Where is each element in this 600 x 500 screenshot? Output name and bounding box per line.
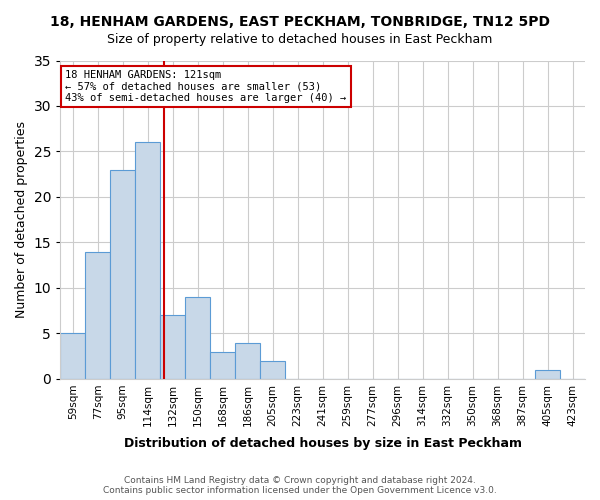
Bar	[60, 334, 85, 379]
Text: Contains HM Land Registry data © Crown copyright and database right 2024.
Contai: Contains HM Land Registry data © Crown c…	[103, 476, 497, 495]
Text: Size of property relative to detached houses in East Peckham: Size of property relative to detached ho…	[107, 32, 493, 46]
Bar	[185, 297, 210, 379]
Y-axis label: Number of detached properties: Number of detached properties	[15, 121, 28, 318]
Text: 18, HENHAM GARDENS, EAST PECKHAM, TONBRIDGE, TN12 5PD: 18, HENHAM GARDENS, EAST PECKHAM, TONBRI…	[50, 15, 550, 29]
Bar	[535, 370, 560, 379]
Text: 18 HENHAM GARDENS: 121sqm
← 57% of detached houses are smaller (53)
43% of semi-: 18 HENHAM GARDENS: 121sqm ← 57% of detac…	[65, 70, 347, 103]
Bar	[110, 170, 135, 379]
X-axis label: Distribution of detached houses by size in East Peckham: Distribution of detached houses by size …	[124, 437, 521, 450]
Bar	[85, 252, 110, 379]
Bar	[135, 142, 160, 379]
Bar	[260, 360, 285, 379]
Bar	[210, 352, 235, 379]
Bar	[235, 342, 260, 379]
Bar	[160, 315, 185, 379]
